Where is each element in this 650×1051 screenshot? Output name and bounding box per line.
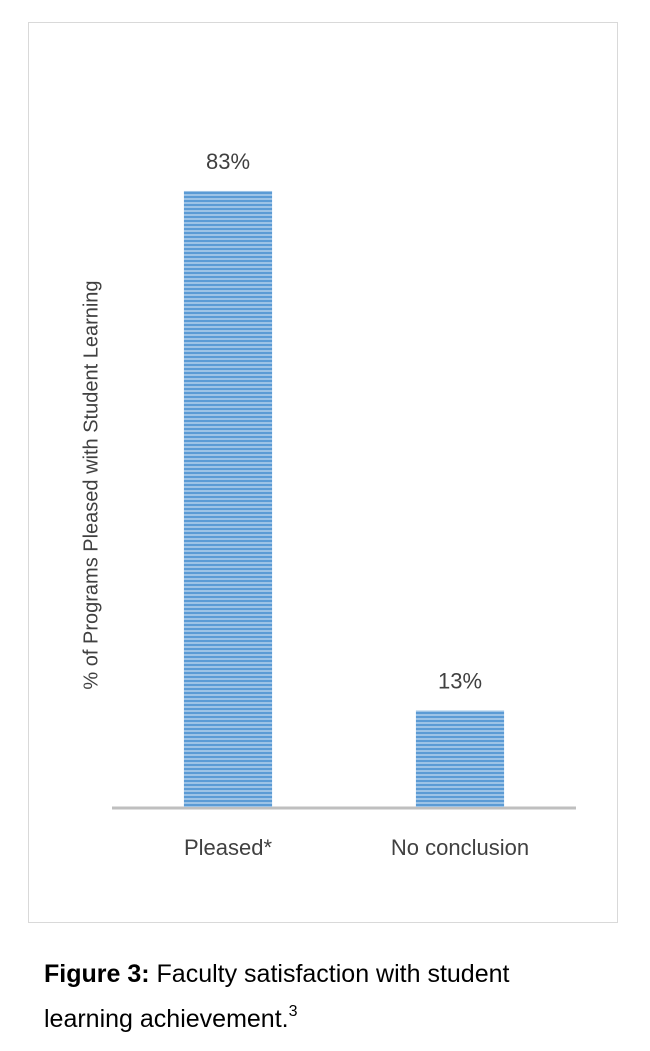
data-label: 13% — [438, 668, 482, 693]
chart-frame — [28, 22, 618, 923]
caption-text: Faculty satisfaction with student — [150, 960, 510, 988]
caption-text-2: learning achievement. — [44, 1005, 289, 1033]
caption-label: Figure 3: — [44, 960, 150, 988]
bar — [183, 190, 273, 807]
x-tick-label: No conclusion — [391, 835, 529, 860]
data-label: 83% — [206, 149, 250, 174]
caption-note: 3 — [289, 1003, 298, 1020]
caption-line-2: learning achievement.3 — [44, 1003, 298, 1033]
bar — [415, 710, 505, 807]
y-axis-label: % of Programs Pleased with Student Learn… — [80, 280, 102, 689]
caption: Figure 3: Faculty satisfaction with stud… — [44, 960, 510, 988]
x-tick-label: Pleased* — [184, 835, 273, 860]
